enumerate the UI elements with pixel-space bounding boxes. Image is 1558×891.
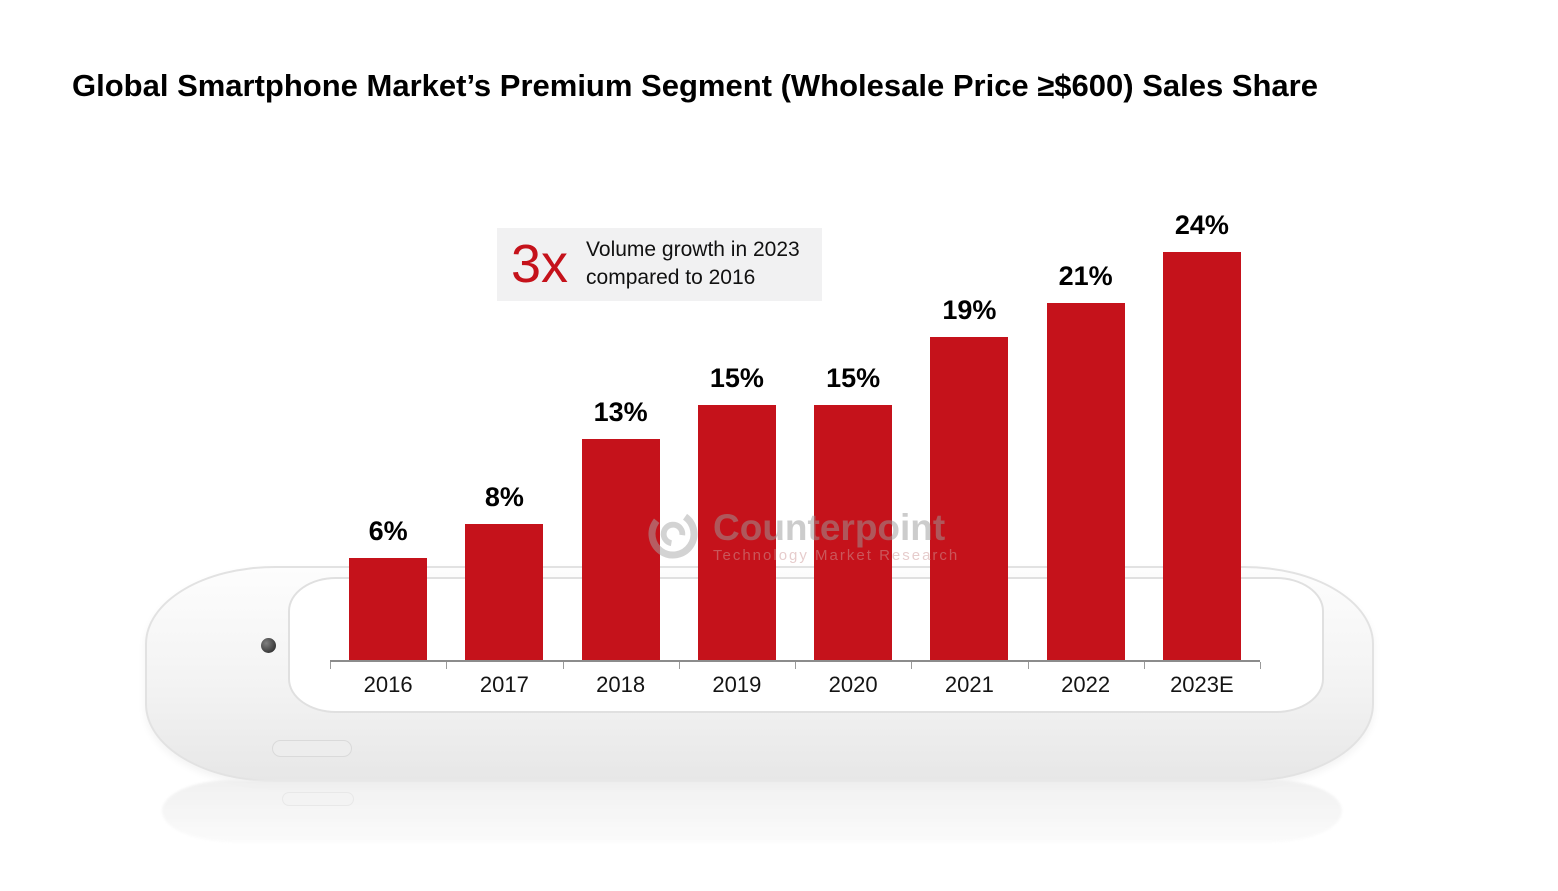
axis-tick [1260, 662, 1261, 669]
axis-tick [795, 662, 796, 669]
bar-group: 15% [679, 363, 795, 660]
axis-ticks [330, 662, 1261, 670]
phone-speaker-slot [272, 740, 352, 757]
growth-annotation-line1: Volume growth in 2023 [586, 238, 800, 261]
x-axis-label: 2020 [828, 672, 878, 697]
phone-reflection-speaker-slot [282, 792, 354, 806]
axis-tick [678, 662, 680, 669]
bar [465, 524, 544, 660]
bar-group: 15% [795, 363, 911, 660]
bar-value-label: 13% [593, 397, 648, 427]
phone-reflection [162, 780, 1342, 842]
growth-annotation: 3x Volume growth in 2023 compared to 201… [497, 228, 822, 301]
bar-value-label: 15% [826, 363, 881, 393]
bar-value-label: 15% [709, 363, 764, 393]
chart-title: Global Smartphone Market’s Premium Segme… [72, 68, 1318, 103]
bar-chart: 6% 8% 13% 15% 15% 19% 21% 24% [330, 210, 1260, 662]
x-axis-label: 2017 [479, 672, 529, 697]
axis-tick [330, 662, 331, 669]
x-axis-label: 2023E [1170, 672, 1234, 697]
bar-group: 8% [446, 482, 562, 660]
growth-multiplier: 3x [511, 234, 569, 295]
phone-screen-illustration [288, 577, 1324, 713]
bar [1162, 252, 1241, 660]
bar-value-label: 8% [484, 482, 524, 512]
growth-annotation-line2: compared to 2016 [586, 266, 756, 290]
bar-group: 24% [1144, 210, 1260, 660]
x-axis-label: 2019 [712, 672, 762, 697]
bar [1046, 303, 1125, 660]
axis-tick [911, 662, 913, 669]
bar-group: 13% [563, 397, 679, 660]
x-axis-labels: 2016 2017 2018 2019 2020 2021 2022 2023E [330, 672, 1260, 698]
growth-annotation-text: Volume growth in 2023 compared to 2016 [586, 236, 800, 293]
bar [697, 405, 776, 660]
bar-value-label: 24% [1174, 210, 1229, 240]
x-axis-label: 2022 [1061, 672, 1111, 697]
bar-value-label: 19% [942, 295, 997, 325]
bar-value-label: 21% [1058, 261, 1113, 291]
axis-tick [446, 662, 448, 669]
bar-value-label: 6% [368, 516, 408, 546]
axis-tick [562, 662, 564, 669]
bar-group: 19% [911, 295, 1027, 660]
axis-tick [1027, 662, 1029, 669]
phone-camera-dot [261, 638, 276, 653]
bar [349, 558, 428, 660]
x-axis-label: 2021 [944, 672, 994, 697]
bar [814, 405, 893, 660]
x-axis-label: 2018 [596, 672, 646, 697]
bar-group: 21% [1028, 261, 1144, 660]
bar-group: 6% [330, 516, 446, 660]
bar [930, 337, 1009, 660]
x-axis-label: 2016 [363, 672, 413, 697]
bar [581, 439, 660, 660]
axis-tick [1143, 662, 1145, 669]
